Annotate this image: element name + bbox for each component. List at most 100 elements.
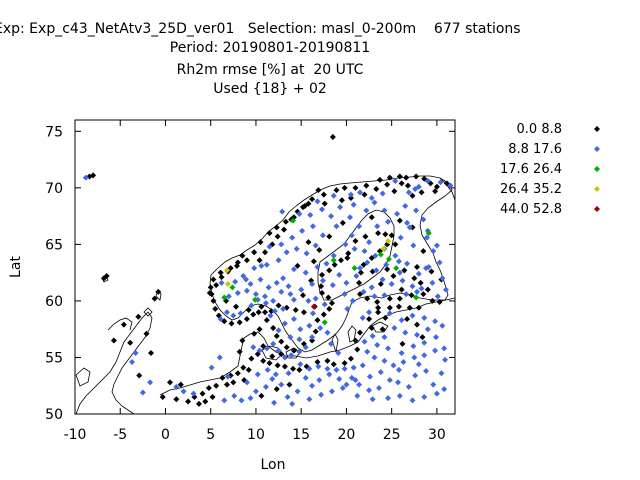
station-marker xyxy=(385,237,392,244)
station-marker xyxy=(433,334,439,341)
station-marker xyxy=(258,303,265,310)
station-marker xyxy=(357,269,364,276)
station-marker xyxy=(290,266,297,273)
station-marker xyxy=(318,283,325,290)
station-marker xyxy=(366,373,373,380)
station-marker xyxy=(421,394,428,401)
station-marker xyxy=(270,325,277,332)
station-marker xyxy=(298,286,305,293)
station-marker xyxy=(199,390,206,397)
station-marker xyxy=(300,204,306,211)
station-marker xyxy=(385,218,392,225)
station-marker xyxy=(385,395,392,402)
legend-label: 17.6 26.4 xyxy=(500,162,562,177)
x-tick-label: 20 xyxy=(338,427,356,443)
station-marker xyxy=(185,398,192,405)
station-marker xyxy=(252,296,259,303)
station-marker xyxy=(371,293,378,300)
station-marker xyxy=(262,300,269,307)
station-marker xyxy=(374,342,381,349)
station-marker xyxy=(139,389,146,396)
station-marker xyxy=(375,309,382,316)
title-period: Period: 20190801-20190811 xyxy=(169,40,371,56)
station-marker xyxy=(447,182,454,189)
legend-label: 8.8 17.6 xyxy=(508,142,562,157)
station-marker xyxy=(264,366,271,373)
station-marker xyxy=(374,299,381,306)
station-marker xyxy=(151,295,158,302)
station-marker xyxy=(364,348,371,355)
station-marker xyxy=(336,271,343,278)
station-marker xyxy=(366,239,373,246)
station-marker xyxy=(439,275,446,282)
station-marker xyxy=(217,316,224,323)
station-marker xyxy=(155,288,162,295)
station-marker xyxy=(320,191,327,198)
station-marker xyxy=(437,179,444,186)
station-marker xyxy=(323,260,330,267)
station-marker xyxy=(260,357,267,364)
station-marker xyxy=(410,242,417,249)
station-marker xyxy=(384,181,391,188)
station-marker xyxy=(359,314,366,321)
station-marker xyxy=(408,292,415,299)
station-marker xyxy=(429,279,436,286)
station-marker xyxy=(333,187,340,194)
station-marker xyxy=(243,287,250,294)
station-marker xyxy=(281,354,288,361)
station-marker xyxy=(390,362,397,369)
station-marker xyxy=(309,280,316,287)
station-marker xyxy=(363,207,370,214)
station-marker xyxy=(434,293,441,300)
station-marker xyxy=(411,354,418,361)
station-marker xyxy=(233,303,240,310)
station-marker xyxy=(286,381,293,388)
station-marker xyxy=(329,133,336,140)
station-marker xyxy=(369,332,376,339)
station-marker xyxy=(420,248,427,255)
station-marker xyxy=(328,300,335,307)
station-marker xyxy=(381,292,388,299)
station-marker xyxy=(250,344,257,351)
station-marker xyxy=(333,366,340,373)
station-marker xyxy=(263,317,270,324)
station-marker xyxy=(364,295,371,302)
station-marker xyxy=(252,291,259,298)
station-marker xyxy=(351,245,358,252)
station-marker xyxy=(110,337,117,344)
station-marker xyxy=(339,219,346,226)
station-marker xyxy=(350,201,357,208)
station-marker xyxy=(409,312,416,319)
y-tick-label: 60 xyxy=(45,294,63,310)
station-marker xyxy=(90,172,97,179)
station-marker xyxy=(402,202,409,209)
station-marker xyxy=(357,329,363,336)
station-marker xyxy=(380,245,387,252)
station-marker xyxy=(120,321,127,328)
station-marker xyxy=(343,279,350,286)
station-marker xyxy=(306,322,313,329)
station-marker xyxy=(240,273,247,280)
station-marker xyxy=(404,260,411,267)
station-marker xyxy=(270,340,277,347)
station-marker xyxy=(247,395,254,402)
station-marker xyxy=(269,375,276,382)
station-marker xyxy=(309,334,316,341)
station-marker xyxy=(248,302,255,309)
station-marker xyxy=(401,267,408,274)
station-marker xyxy=(402,329,409,336)
station-marker xyxy=(309,223,316,230)
station-marker xyxy=(292,306,299,313)
station-marker xyxy=(270,297,277,304)
station-marker xyxy=(442,356,449,363)
station-marker xyxy=(262,293,268,300)
station-marker xyxy=(423,234,430,241)
station-marker xyxy=(218,279,225,286)
station-marker xyxy=(432,188,439,195)
station-marker xyxy=(382,314,389,321)
station-marker xyxy=(414,321,420,328)
station-marker xyxy=(347,195,354,202)
station-marker xyxy=(377,369,384,376)
station-marker xyxy=(386,304,393,311)
station-marker xyxy=(317,325,324,332)
